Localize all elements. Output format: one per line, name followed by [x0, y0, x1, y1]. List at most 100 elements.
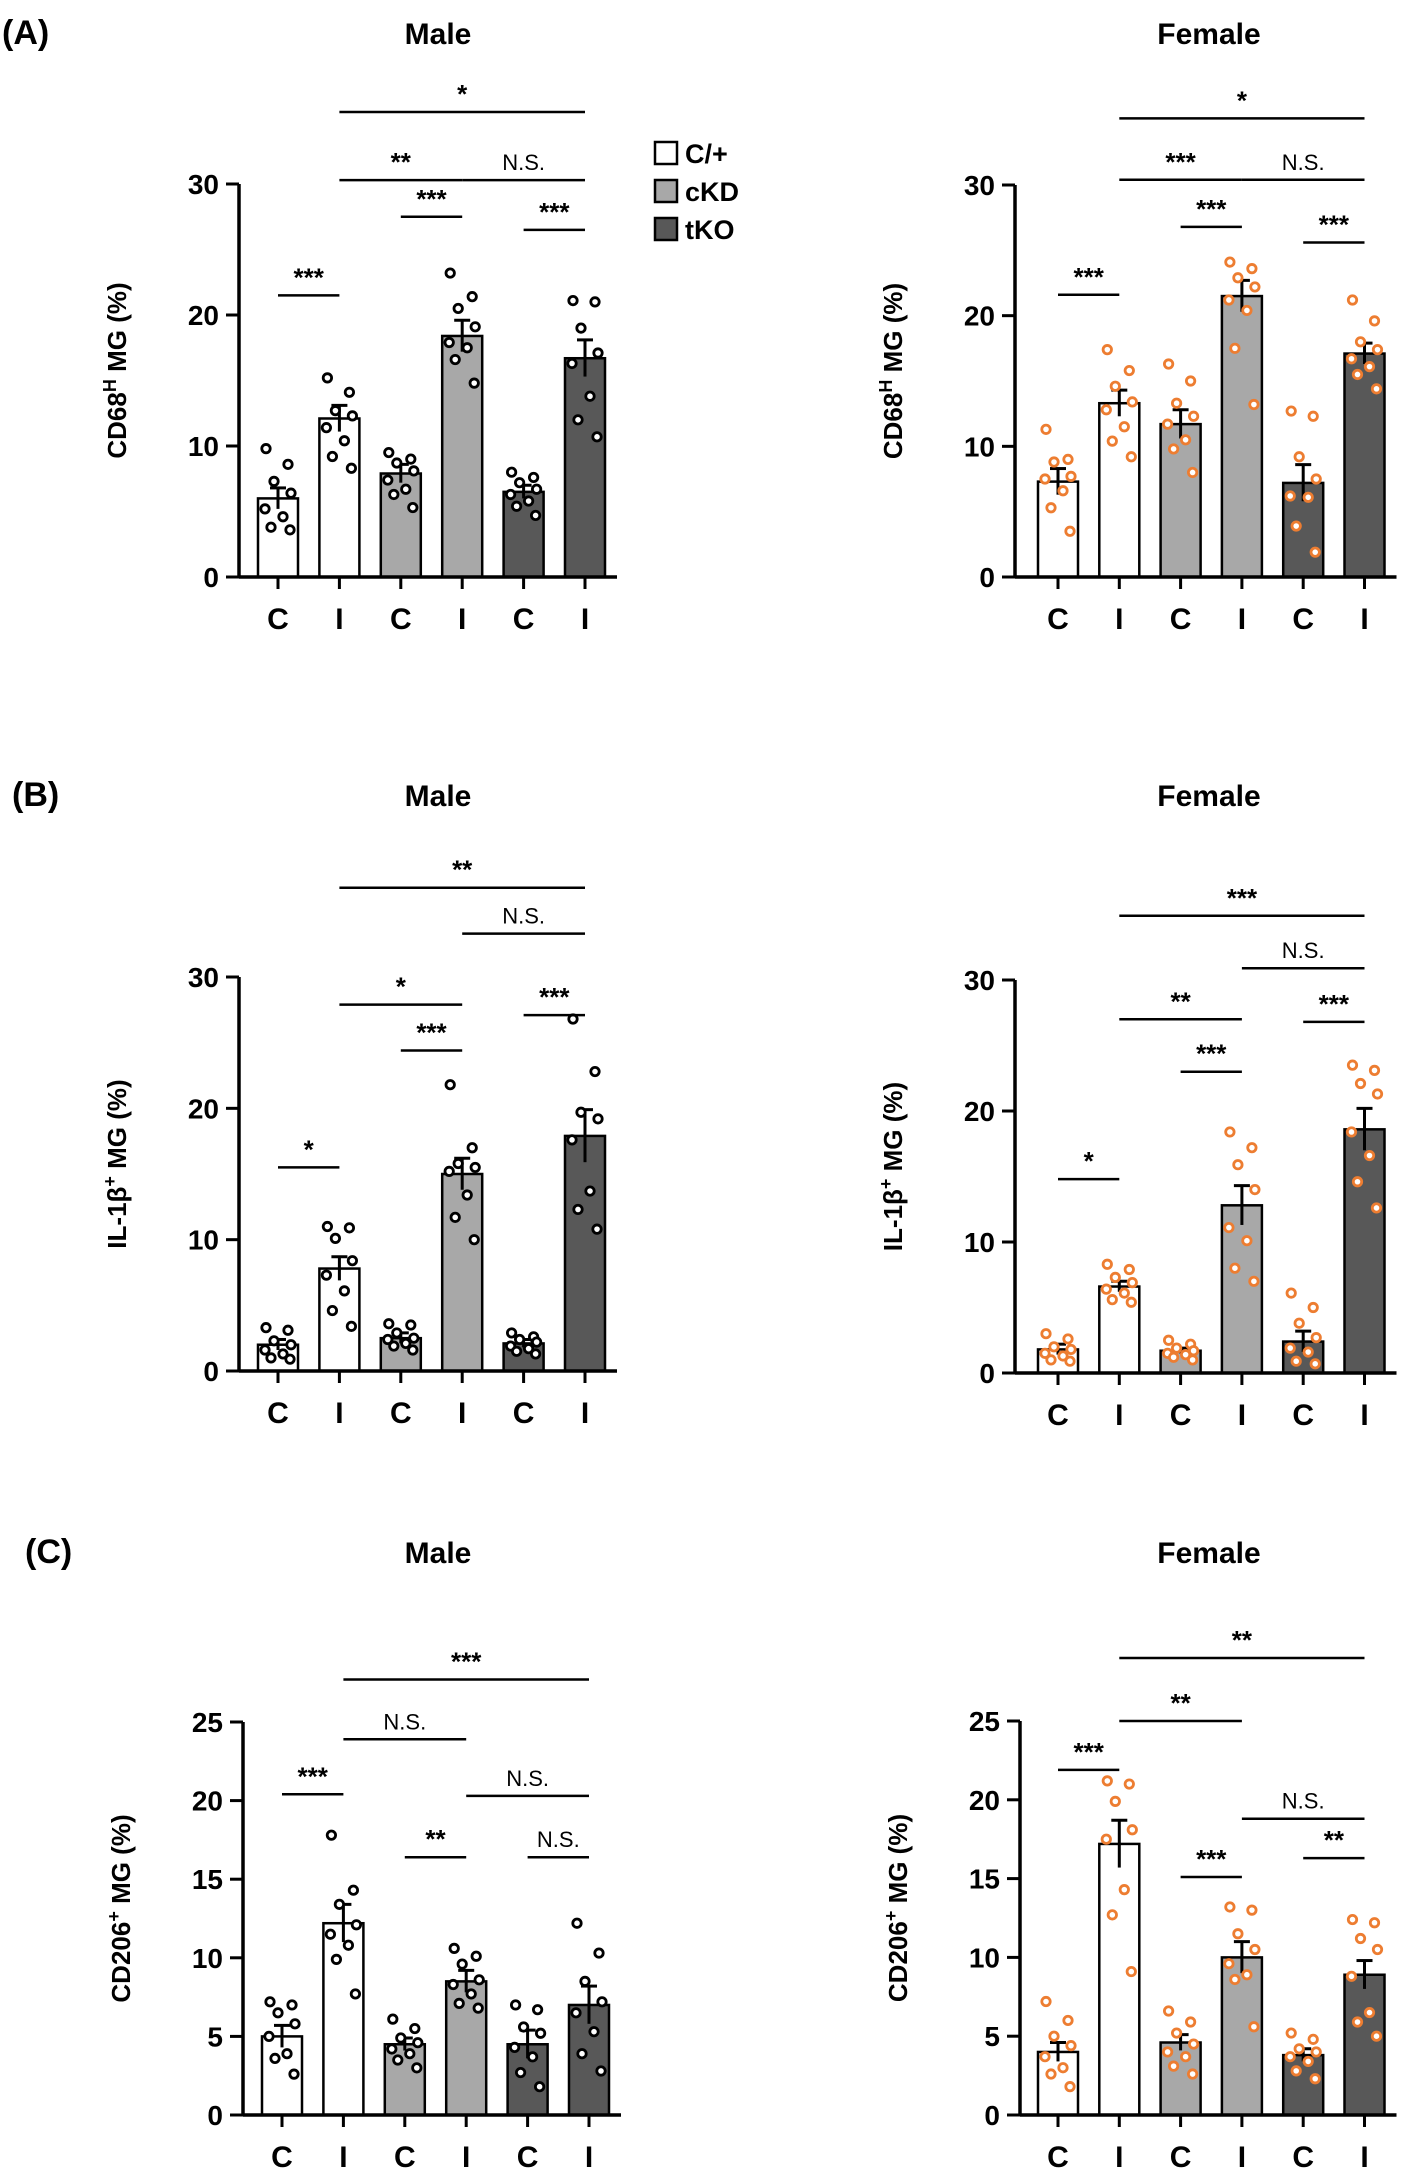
x-tick-label: C — [390, 603, 412, 636]
significance-label: *** — [294, 262, 325, 292]
data-point — [338, 1285, 350, 1297]
data-point — [326, 450, 338, 463]
data-point — [444, 1079, 456, 1091]
data-point — [575, 322, 587, 334]
x-tick-label: C — [1170, 1399, 1192, 1432]
data-point — [530, 483, 543, 495]
data-point — [1039, 473, 1051, 485]
data-point — [470, 1950, 482, 1962]
data-point — [405, 1319, 417, 1331]
significance-label: * — [1237, 85, 1248, 115]
y-tick-label: 20 — [192, 1786, 223, 1817]
data-point — [1045, 2068, 1057, 2080]
data-point — [1246, 263, 1258, 275]
y-tick-label: 0 — [203, 562, 219, 593]
data-point — [395, 2032, 407, 2044]
data-point — [1309, 1358, 1321, 1370]
y-tick-label: 10 — [969, 1942, 1000, 1973]
data-point — [1065, 470, 1077, 482]
y-tick-label: 30 — [964, 965, 995, 996]
x-tick-label: C — [1170, 603, 1192, 636]
data-point — [342, 1939, 354, 1951]
data-point — [383, 446, 395, 459]
data-point — [1368, 1064, 1381, 1076]
y-tick-label: 20 — [964, 301, 995, 332]
bar — [322, 1921, 365, 2117]
significance-label: *** — [416, 184, 447, 214]
panel-label: (A) — [2, 14, 49, 52]
x-tick-label: I — [581, 1397, 589, 1430]
data-point — [1284, 490, 1296, 502]
data-point — [1187, 1354, 1199, 1366]
data-point — [1307, 2033, 1319, 2045]
chart-title: Female — [1157, 1537, 1260, 1570]
data-point — [382, 474, 394, 486]
data-point — [349, 1988, 361, 2000]
data-point — [391, 1327, 403, 1339]
data-point — [1188, 410, 1200, 422]
data-point — [1249, 1943, 1261, 1956]
data-point — [592, 1113, 604, 1125]
data-point — [1368, 315, 1381, 327]
data-point — [465, 1988, 477, 2000]
significance-label: N.S. — [1282, 150, 1325, 175]
data-point — [527, 471, 540, 484]
significance-label: ** — [391, 147, 412, 177]
data-point — [391, 457, 403, 469]
data-point — [529, 509, 542, 522]
data-point — [1293, 2043, 1305, 2055]
data-point — [264, 1996, 276, 2008]
data-point — [343, 386, 355, 398]
x-tick-label: I — [1115, 603, 1123, 636]
data-point — [1354, 1077, 1367, 1090]
x-tick-label: C — [271, 2141, 293, 2173]
data-point — [533, 2081, 546, 2093]
x-tick-label: C — [390, 1397, 412, 1430]
bar — [1343, 1128, 1386, 1375]
data-point — [1229, 1262, 1241, 1274]
data-point — [1168, 2060, 1180, 2072]
significance-label: *** — [416, 1018, 447, 1048]
data-point — [1371, 1943, 1384, 1956]
data-point — [592, 347, 604, 359]
y-tick-label: 5 — [207, 2021, 223, 2052]
legend-label: tKO — [685, 215, 735, 245]
data-point — [1241, 1969, 1253, 1981]
data-point — [513, 477, 526, 489]
data-point — [510, 500, 523, 512]
x-tick-label: C — [267, 603, 289, 636]
bar — [1098, 1842, 1141, 2117]
data-point — [1241, 1235, 1253, 1247]
data-point — [259, 503, 271, 515]
y-tick-label: 20 — [188, 1093, 219, 1124]
x-tick-label: I — [1360, 2141, 1368, 2173]
data-point — [1125, 1296, 1137, 1308]
data-point — [1370, 383, 1383, 395]
data-point — [284, 1353, 296, 1365]
data-point — [1062, 2014, 1074, 2027]
bar — [502, 490, 545, 579]
data-point — [400, 1337, 412, 1350]
data-point — [456, 1958, 468, 1970]
data-point — [531, 2004, 544, 2016]
significance-label: N.S. — [537, 1827, 580, 1852]
data-point — [1168, 1351, 1180, 1363]
data-point — [1284, 2051, 1296, 2063]
bar — [1343, 1973, 1386, 2117]
y-tick-label: 30 — [188, 962, 219, 993]
y-tick-label: 0 — [203, 1356, 219, 1387]
data-point — [277, 1348, 289, 1360]
x-tick-label: I — [1115, 2141, 1123, 2173]
significance-label: ** — [452, 855, 473, 885]
data-point — [388, 1340, 400, 1352]
data-point — [1307, 410, 1319, 422]
data-point — [1371, 344, 1384, 356]
data-point — [1302, 2055, 1314, 2068]
y-tick-label: 20 — [969, 1785, 1000, 1816]
significance-label: N.S. — [506, 1766, 549, 1791]
data-point — [1040, 1995, 1052, 2008]
data-point — [1371, 1088, 1384, 1100]
data-point — [566, 1134, 578, 1146]
data-point — [1048, 1341, 1060, 1353]
data-point — [1171, 2027, 1183, 2039]
